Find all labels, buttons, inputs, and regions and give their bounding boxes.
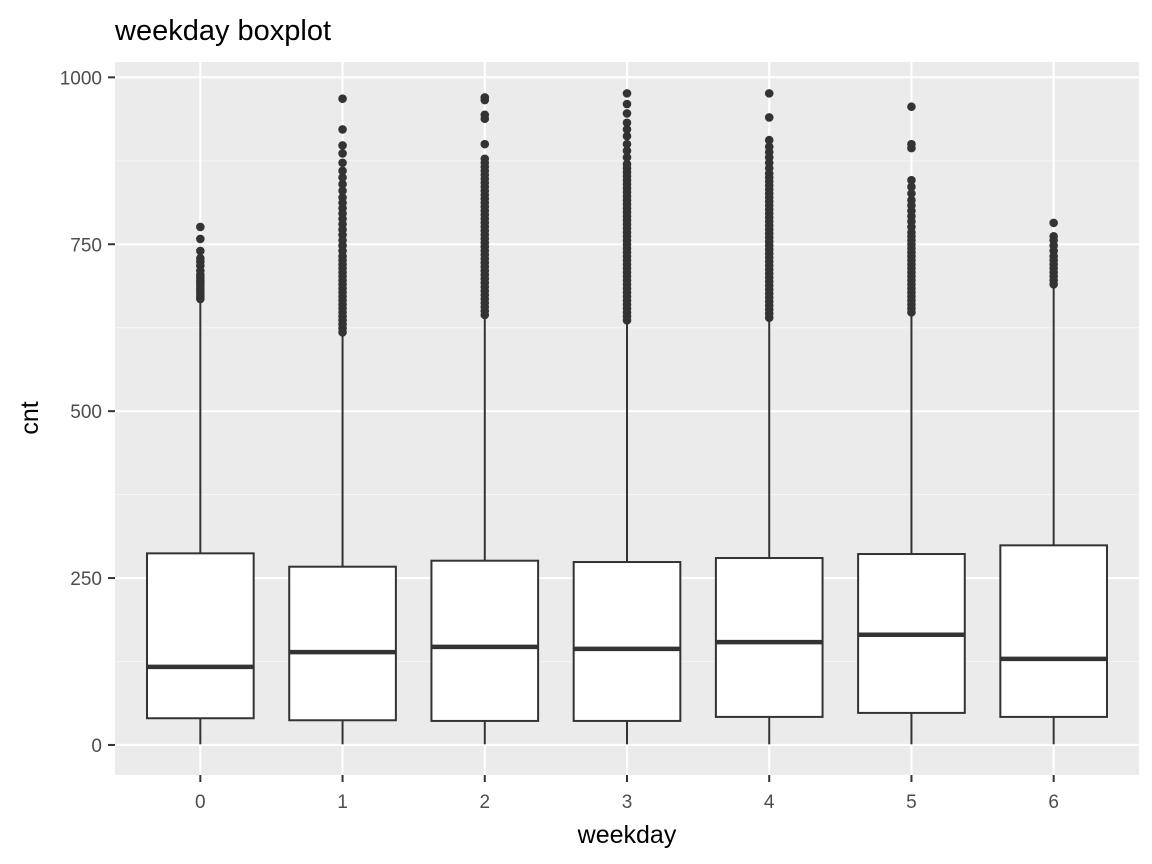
outlier-point [1049,218,1058,228]
outlier-point [907,189,916,198]
x-tick-label: 5 [906,792,917,813]
outlier-point [480,93,490,102]
outlier-point [338,173,347,182]
box-iqr [714,557,824,718]
outlier-point [764,113,774,122]
outlier-point [480,110,490,120]
outlier-point [338,141,347,150]
outlier-point [196,222,205,232]
y-tick-label: 750 [70,235,102,256]
outlier-point [480,154,490,164]
y-axis: 0 250 500 750 1000 [60,68,115,757]
box-weekday-6 [999,218,1108,745]
box-iqr [999,544,1108,718]
outlier-point [622,118,632,128]
chart-title: weekday boxplot [114,15,331,47]
outlier-point [622,139,632,149]
outlier-point [338,166,347,176]
outlier-point [907,102,916,112]
outlier-point [622,89,632,98]
box-series [146,89,1108,745]
outlier-point [338,179,347,189]
outlier-point [622,146,632,156]
outlier-point [338,149,347,158]
outlier-point [764,89,774,98]
outlier-point [196,234,205,244]
outlier-point [338,94,347,104]
outlier-point [764,135,774,145]
outlier-point [622,109,632,118]
y-tick-label: 1000 [60,68,102,89]
outlier-point [622,159,632,169]
x-axis: 0 1 2 3 4 5 6 [195,775,1059,813]
outlier-point [338,158,347,168]
outlier-point [338,193,347,202]
x-tick-label: 4 [764,792,775,813]
outlier-point [907,195,916,205]
outlier-point [338,125,347,134]
y-tick-label: 0 [91,736,102,757]
box-weekday-4 [714,89,824,745]
box-iqr [288,565,397,722]
box-weekday-1 [288,94,397,745]
y-tick-label: 500 [70,402,102,423]
box-weekday-3 [572,89,682,745]
box-weekday-0 [146,222,255,745]
box-weekday-2 [430,93,540,745]
box-weekday-5 [857,102,966,745]
outlier-point [196,246,205,256]
outlier-point [1049,231,1058,241]
x-tick-label: 1 [337,792,348,813]
x-axis-title: weekday [577,821,677,849]
x-tick-label: 6 [1048,792,1059,813]
outlier-point [907,182,916,192]
outlier-point [907,139,916,149]
box-iqr [430,559,540,722]
x-tick-label: 0 [195,792,206,813]
outlier-point [622,125,632,134]
x-tick-label: 2 [479,792,490,813]
y-tick-label: 250 [70,569,102,590]
outlier-point [622,153,632,162]
outlier-point [622,99,632,109]
outlier-point [338,186,347,196]
box-iqr [572,561,682,722]
outlier-point [622,131,632,141]
outlier-point [196,253,205,263]
outlier-point [907,175,916,185]
box-iqr [146,552,255,720]
y-axis-title: cnt [16,401,44,434]
outlier-point [480,139,490,149]
outlier-point [764,142,774,152]
x-tick-label: 3 [622,792,633,813]
